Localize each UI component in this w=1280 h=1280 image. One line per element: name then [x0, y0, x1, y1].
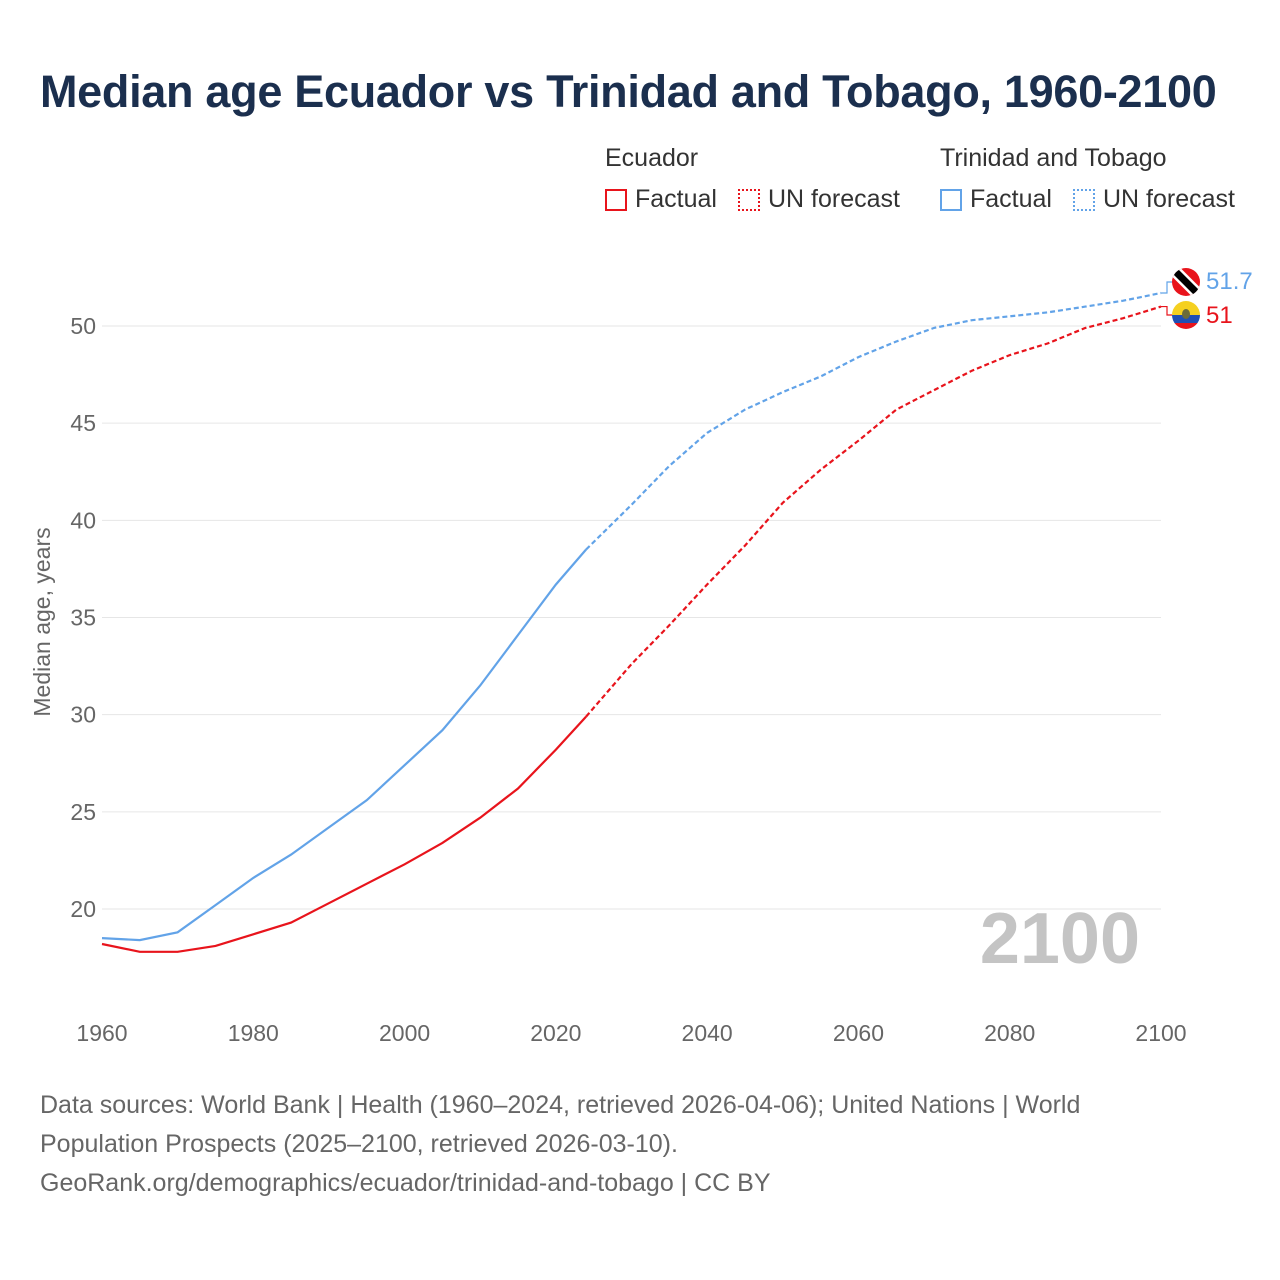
x-tick-label: 2020 [530, 1020, 581, 1046]
legend-label: UN forecast [768, 185, 900, 213]
trinidad-forecast-line [585, 291, 1162, 551]
footer-line: Population Prospects (2025–2100, retriev… [40, 1130, 678, 1158]
x-tick-label: 1960 [76, 1020, 127, 1046]
legend-group-ecuador: Ecuador [605, 144, 699, 172]
x-tick-label: 2000 [379, 1020, 430, 1046]
ecuador-forecast-line [585, 305, 1162, 718]
legend-swatch-dotted [1073, 188, 1095, 211]
legend-label: UN forecast [1103, 185, 1235, 213]
y-tick-label: 40 [70, 507, 96, 533]
trinidad-flag-icon [1172, 268, 1200, 296]
ecuador-end-connector [1161, 305, 1173, 316]
y-tick-label: 45 [70, 410, 96, 436]
footer-link[interactable]: GeoRank.org/demographics/ecuador/trinida… [40, 1169, 771, 1197]
ecuador-flag-icon [1172, 301, 1200, 329]
y-tick-label: 50 [70, 313, 96, 339]
chart-title: Median age Ecuador vs Trinidad and Tobag… [40, 66, 1217, 117]
footer-line: Data sources: World Bank | Health (1960–… [40, 1091, 1081, 1119]
ecuador-factual-line [101, 715, 587, 953]
legend-trinidad-factual[interactable]: Factual [940, 185, 1052, 214]
year-watermark: 2100 [980, 899, 1140, 979]
legend-swatch-solid [605, 188, 627, 211]
legend-swatch-dotted [738, 188, 760, 211]
x-tick-label: 2060 [833, 1020, 884, 1046]
ecuador-end-label: 51 [1206, 302, 1233, 329]
trinidad-factual-line [101, 548, 587, 942]
trinidad-end-connector [1161, 281, 1173, 294]
legend-trinidad-forecast[interactable]: UN forecast [1073, 185, 1235, 214]
y-tick-label: 25 [70, 799, 96, 825]
y-tick-label: 20 [70, 896, 96, 922]
legend-label: Factual [970, 185, 1052, 213]
legend-ecuador-forecast[interactable]: UN forecast [738, 185, 900, 214]
x-tick-label: 2040 [682, 1020, 733, 1046]
legend-group-trinidad: Trinidad and Tobago [940, 144, 1167, 172]
x-tick-label: 2080 [984, 1020, 1035, 1046]
x-tick-label: 1980 [228, 1020, 279, 1046]
trinidad-end-label: 51.7 [1206, 268, 1253, 295]
y-axis-label: Median age, years [29, 527, 55, 716]
legend-swatch-solid [940, 188, 962, 211]
y-tick-label: 35 [70, 605, 96, 631]
legend-label: Factual [635, 185, 717, 213]
legend-ecuador-factual[interactable]: Factual [605, 185, 717, 214]
y-tick-label: 30 [70, 702, 96, 728]
footer-sources: Data sources: World Bank | Health (1960–… [40, 1086, 1240, 1203]
x-tick-label: 2100 [1135, 1020, 1186, 1046]
